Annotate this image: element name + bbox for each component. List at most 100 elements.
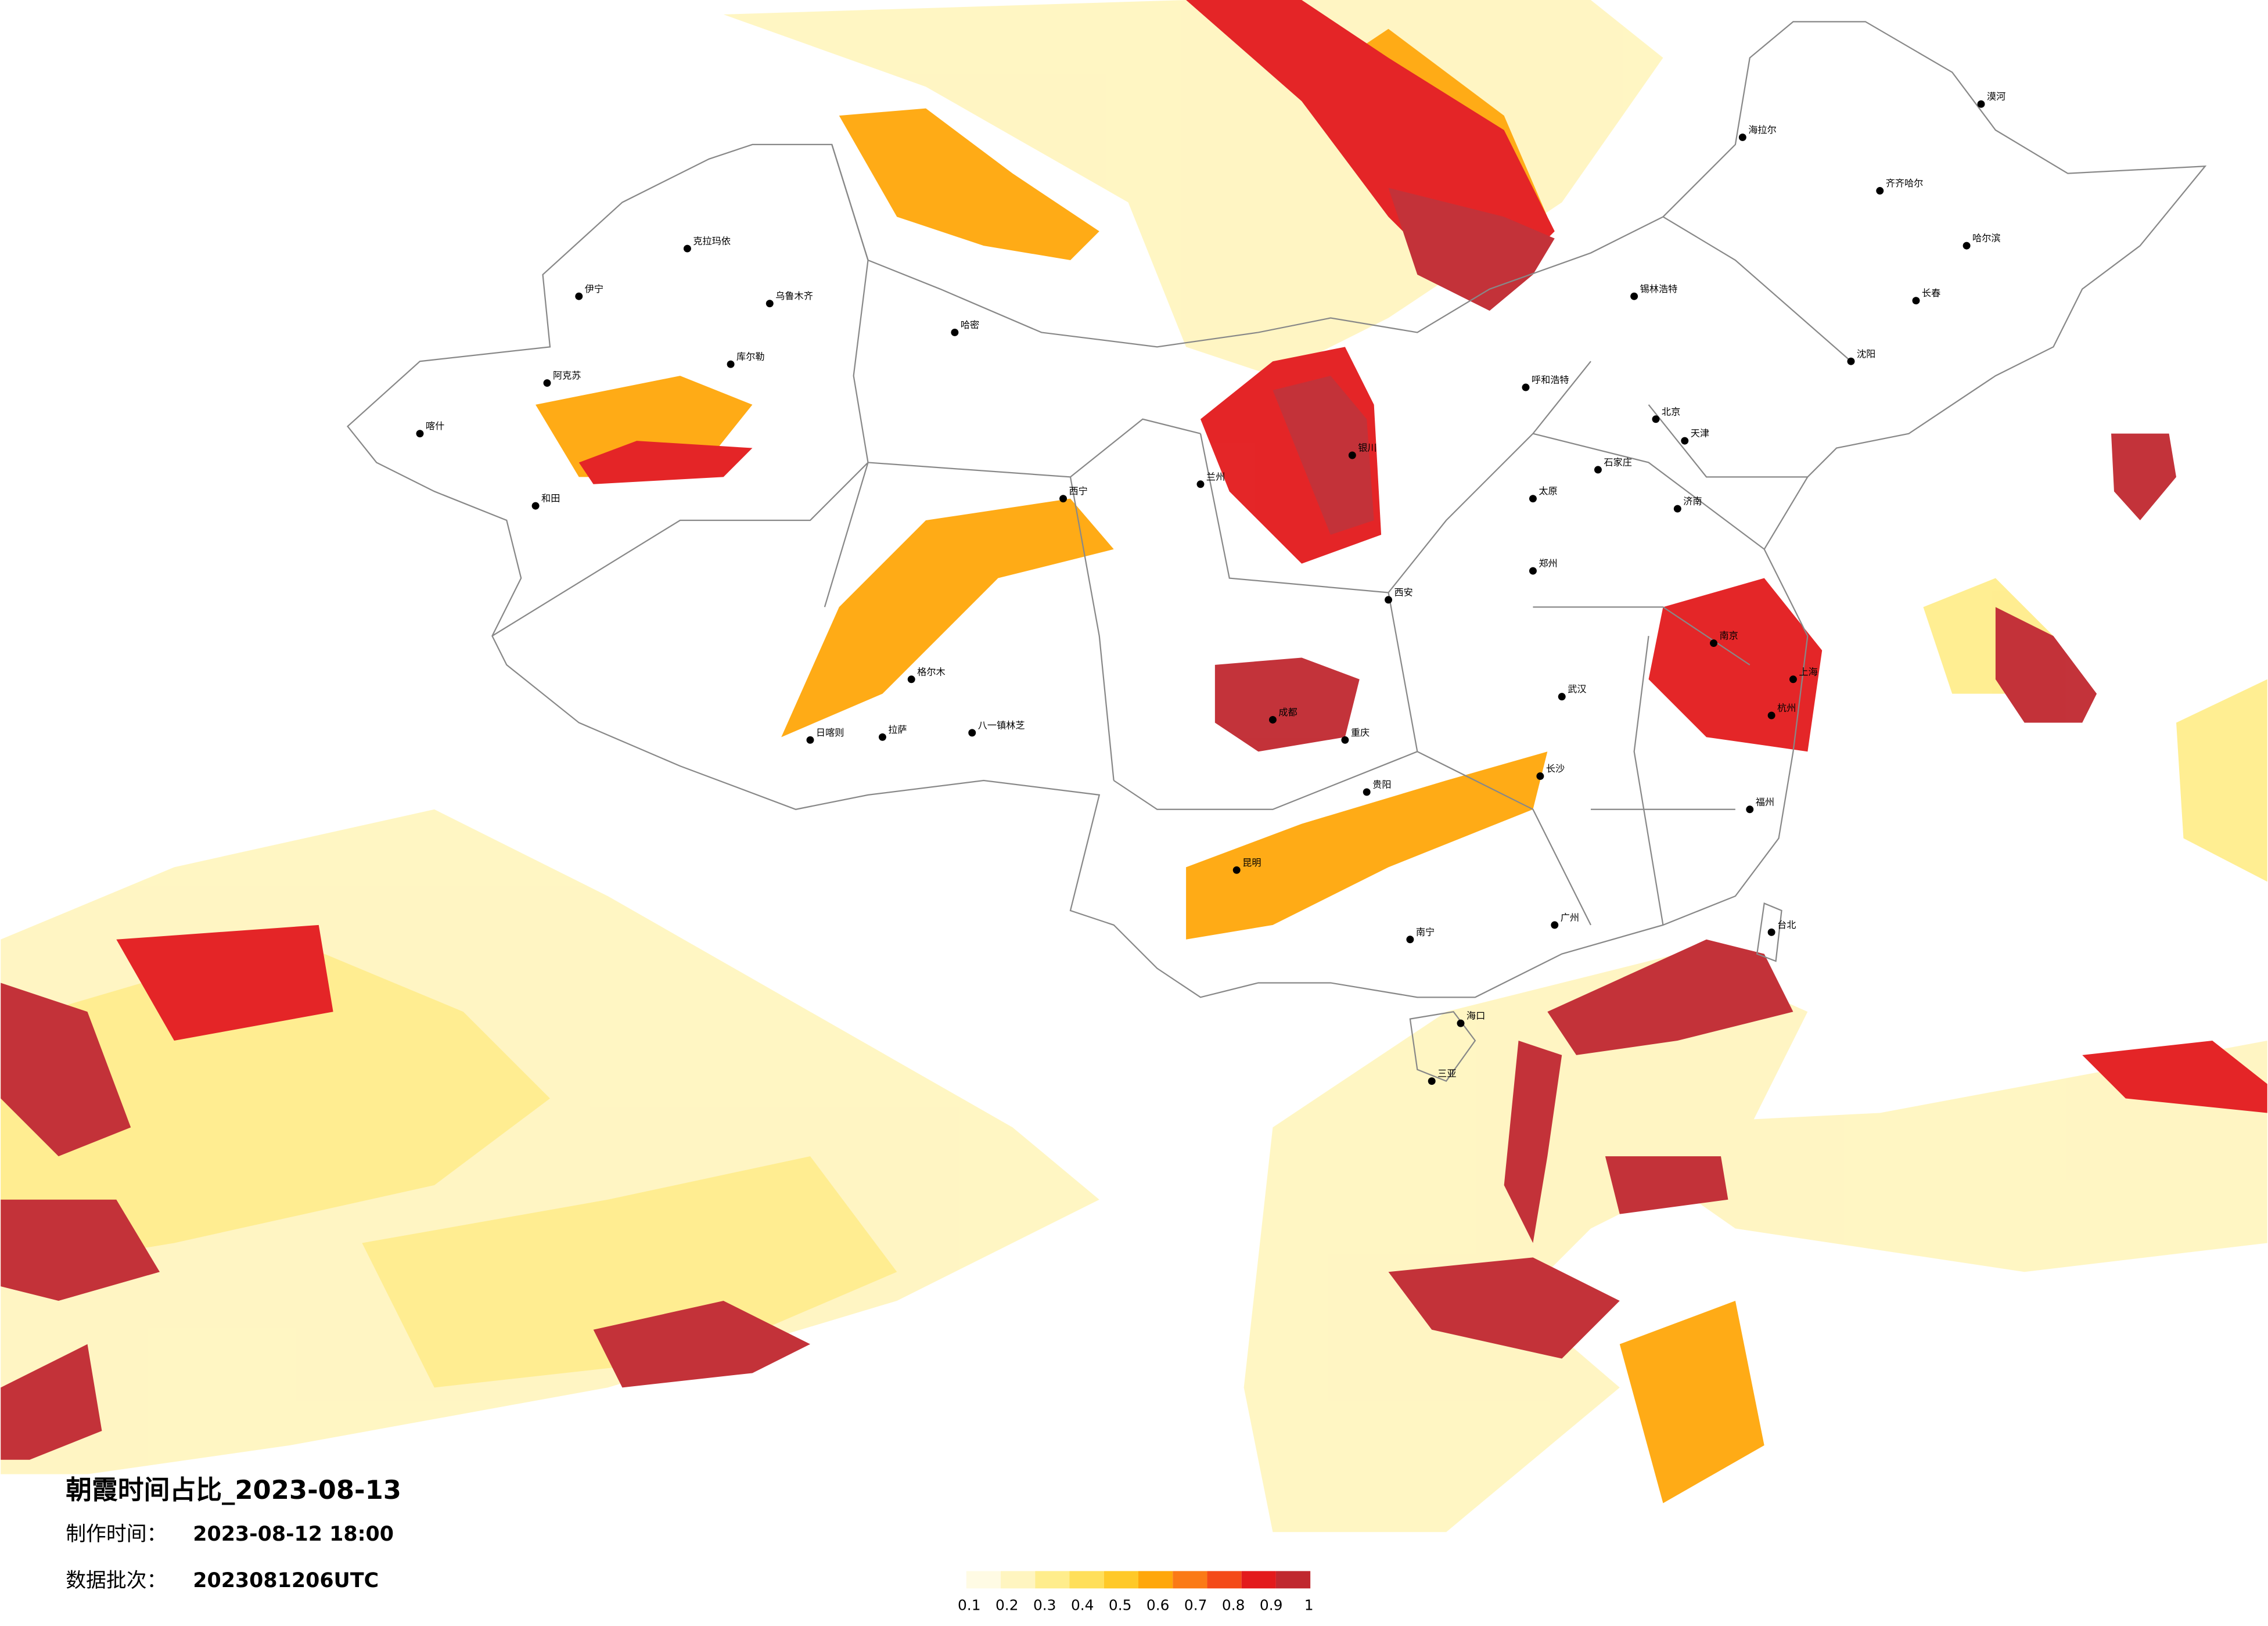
city-dot (1746, 805, 1754, 814)
batch-value: 2023081206UTC (193, 1569, 379, 1592)
legend-tick-label: 0.1 (958, 1597, 981, 1614)
city-dot (1529, 495, 1537, 503)
city-label: 上海 (1799, 666, 1817, 677)
city-label: 锡林浩特 (1640, 283, 1678, 294)
city-dot (1710, 639, 1718, 647)
city-dot (727, 360, 735, 368)
legend-tick-label: 0.4 (1071, 1597, 1094, 1614)
city-dot (1522, 383, 1530, 391)
city-dot (1385, 596, 1393, 604)
city-label: 海拉尔 (1748, 124, 1776, 135)
city-label: 克拉玛依 (693, 236, 731, 247)
legend-swatch (1069, 1571, 1104, 1589)
city-label: 三亚 (1437, 1068, 1456, 1079)
city-label: 银川 (1358, 443, 1376, 454)
city-label: 齐齐哈尔 (1886, 178, 1924, 189)
city-label: 台北 (1777, 919, 1796, 930)
city-label: 郑州 (1539, 558, 1557, 569)
city-dot (543, 379, 551, 387)
legend-swatch (1104, 1571, 1138, 1589)
city-dot (416, 430, 424, 438)
city-label: 广州 (1561, 912, 1579, 923)
batch-label: 数据批次： (66, 1569, 167, 1592)
city-label: 伊宁 (585, 283, 603, 294)
legend-tick-label: 0.5 (1109, 1597, 1132, 1614)
city-dot (1059, 495, 1067, 503)
city-label: 重庆 (1351, 727, 1370, 738)
city-dot (1912, 297, 1920, 305)
city-dot (1767, 711, 1775, 720)
city-dot (1847, 357, 1855, 365)
city-label: 乌鲁木齐 (775, 290, 813, 301)
city-label: 漠河 (1987, 91, 2005, 102)
city-dot (1977, 100, 1985, 108)
city-label: 贵阳 (1372, 779, 1391, 790)
city-dot (1268, 715, 1277, 724)
legend-tick-label: 0.6 (1146, 1597, 1170, 1614)
city-dot (1348, 451, 1356, 459)
city-label: 北京 (1662, 406, 1680, 417)
city-dot (1767, 928, 1775, 936)
legend-tick-label: 0.8 (1222, 1597, 1245, 1614)
city-dot (1551, 921, 1559, 929)
city-dot (1536, 772, 1544, 780)
city-dot (1789, 675, 1797, 684)
legend-tick-label: 0.3 (1033, 1597, 1056, 1614)
city-label: 日喀则 (816, 727, 844, 738)
city-label: 喀什 (426, 420, 444, 431)
city-label: 西安 (1394, 587, 1413, 598)
city-label: 和田 (541, 493, 560, 504)
city-label: 南京 (1720, 630, 1738, 641)
city-dot (1406, 936, 1414, 944)
city-label: 兰州 (1206, 471, 1225, 482)
city-dot (683, 244, 691, 253)
city-label: 天津 (1691, 428, 1709, 439)
legend-swatch (1138, 1571, 1173, 1589)
city-label: 呼和浩特 (1532, 375, 1569, 386)
city-label: 哈尔滨 (1972, 233, 2000, 244)
city-dot (1963, 242, 1971, 250)
city-dot (878, 733, 886, 741)
city-label: 拉萨 (888, 724, 907, 735)
city-label: 长沙 (1546, 763, 1565, 774)
legend-tick-label: 0.2 (995, 1597, 1019, 1614)
city-dot (1652, 415, 1660, 423)
legend-swatch (1241, 1571, 1276, 1589)
city-dot (575, 292, 583, 300)
made-time-label: 制作时间： (66, 1523, 167, 1546)
city-label: 库尔勒 (736, 351, 764, 362)
city-dot (1594, 466, 1602, 474)
legend-tick-label: 0.9 (1260, 1597, 1283, 1614)
city-label: 八一镇林芝 (978, 720, 1025, 731)
legend-swatch (1173, 1571, 1207, 1589)
legend-swatch (966, 1571, 1001, 1589)
made-time-value: 2023-08-12 18:00 (193, 1523, 394, 1546)
city-dot (1428, 1077, 1436, 1085)
city-label: 武汉 (1568, 684, 1586, 695)
legend-tick-label: 1 (1304, 1597, 1314, 1614)
city-label: 成都 (1278, 707, 1297, 718)
city-dot (1876, 187, 1884, 195)
city-label: 沈阳 (1857, 348, 1875, 359)
city-dot (1673, 505, 1681, 513)
city-label: 哈密 (961, 319, 979, 330)
city-label: 长春 (1922, 287, 1940, 298)
city-dot (968, 729, 976, 737)
city-label: 福州 (1756, 796, 1774, 807)
city-dot (1196, 480, 1205, 488)
city-dot (765, 300, 774, 308)
heat-field (1, 0, 2267, 1533)
city-label: 阿克苏 (553, 370, 581, 381)
city-dot (951, 328, 959, 336)
city-dot (531, 502, 540, 510)
city-dot (1738, 133, 1746, 141)
legend-swatch (1035, 1571, 1070, 1589)
city-dot (1363, 788, 1371, 796)
city-label: 西宁 (1069, 485, 1088, 497)
borders (347, 21, 2207, 1082)
city-label: 太原 (1539, 485, 1557, 497)
legend-swatch (1207, 1571, 1242, 1589)
